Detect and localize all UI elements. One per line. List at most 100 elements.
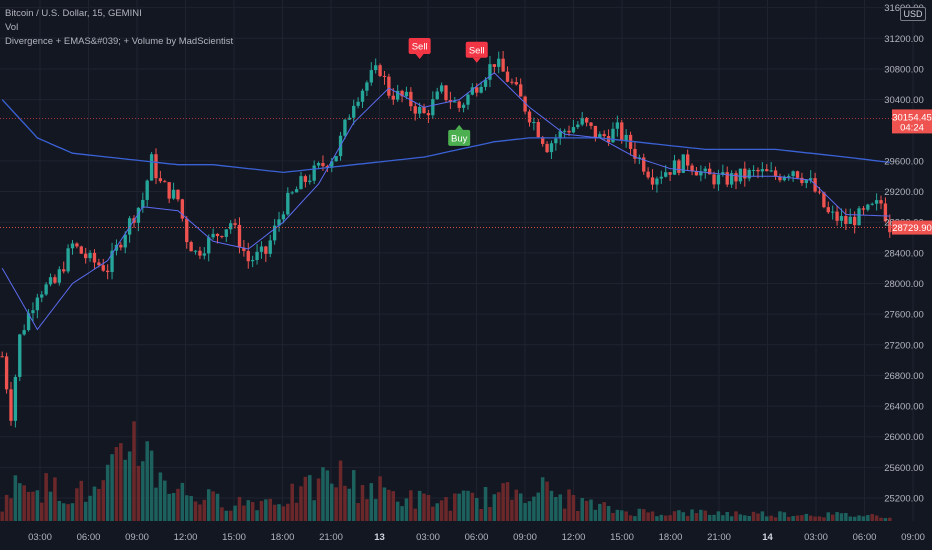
price-axis[interactable]: 31600.0031200.0030800.0030400.0029600.00… — [884, 3, 932, 505]
volume-indicator-label[interactable]: Vol — [5, 22, 19, 33]
volume-bar — [817, 516, 822, 521]
candle-body — [123, 234, 127, 248]
candle-body — [0, 356, 4, 358]
time-tick-label: 06:00 — [77, 532, 101, 543]
candle-body — [215, 233, 220, 237]
volume-bar — [527, 501, 532, 521]
candle-body — [439, 85, 444, 92]
signal-label: Sell — [412, 41, 428, 52]
candle-body — [782, 176, 787, 181]
signal-label: Sell — [469, 45, 485, 56]
candle-body — [567, 130, 571, 133]
volume-bar — [92, 486, 97, 521]
candle-body — [343, 119, 347, 136]
candle-body — [861, 208, 866, 210]
volume-bar — [277, 504, 281, 521]
countdown-label: 04:24 — [900, 122, 924, 133]
volume-bar — [378, 476, 382, 521]
volume-bar — [351, 470, 356, 521]
volume-bar — [57, 500, 62, 521]
volume-bar — [308, 475, 312, 521]
candle-body — [479, 86, 483, 93]
volume-bar — [778, 511, 782, 521]
candle-body — [580, 117, 584, 125]
candle-body — [773, 170, 778, 177]
candle-body — [650, 177, 655, 185]
volume-bar — [290, 483, 294, 521]
candle-body — [655, 178, 659, 185]
volume-bar — [70, 503, 75, 521]
volume-bar — [391, 491, 396, 521]
volume-bar — [176, 488, 180, 521]
reference-price-badge — [892, 109, 932, 134]
candle-body — [620, 122, 624, 141]
volume-bar — [26, 491, 31, 521]
candle-body — [404, 91, 409, 97]
candle-body — [611, 128, 615, 143]
volume-bar — [13, 475, 18, 521]
volume-bar — [663, 515, 668, 521]
candle-body — [584, 117, 589, 123]
volume-bar — [650, 511, 655, 521]
volume-bar — [475, 498, 479, 521]
volume-bar — [180, 482, 185, 521]
candle-body — [422, 106, 426, 114]
volume-bar — [444, 497, 448, 521]
volume-bar — [760, 511, 765, 521]
volume-bar — [549, 490, 554, 521]
volume-bar — [703, 510, 708, 521]
candle-body — [356, 101, 360, 106]
candle-body — [514, 82, 518, 85]
volume-bar — [97, 488, 101, 521]
symbol-title[interactable]: Bitcoin / U.S. Dollar, 15, GEMINI — [5, 8, 142, 19]
candle-body — [738, 168, 743, 182]
volume-bar — [470, 492, 475, 521]
volume-bar — [422, 493, 426, 521]
currency-button[interactable]: USD — [900, 7, 926, 21]
price-tick-label: 27200.00 — [884, 340, 924, 351]
reference-price-label: 30154.45 — [892, 112, 932, 123]
candle-body — [400, 90, 404, 97]
volume-bar — [31, 491, 35, 521]
candle-body — [57, 269, 61, 283]
candle-body — [308, 180, 312, 182]
price-tick-label: 28400.00 — [884, 248, 924, 259]
volume-bar — [439, 500, 444, 521]
volume-bar — [101, 480, 106, 521]
volume-bar — [690, 509, 694, 521]
candle-body — [158, 178, 163, 182]
volume-bar — [105, 464, 110, 521]
volume-bar — [866, 515, 870, 521]
volume-bar — [729, 516, 734, 521]
candle-body — [220, 236, 224, 238]
price-tick-label: 25600.00 — [884, 463, 924, 474]
volume-bar — [184, 495, 189, 521]
volume-bar — [404, 498, 409, 521]
candle-body — [848, 216, 852, 224]
time-tick-label: 09:00 — [513, 532, 537, 543]
volume-bar — [518, 493, 523, 521]
candle-body — [831, 211, 835, 213]
candle-body — [365, 82, 369, 91]
last-price-label: 28729.90 — [892, 223, 932, 234]
candle-body — [417, 106, 422, 114]
candle-body — [690, 165, 694, 172]
candle-body — [488, 64, 492, 80]
volume-bar — [119, 443, 123, 521]
time-axis[interactable]: 03:00 06:00 09:00 12:00 15:00 18:00 21:00 13 03:… — [28, 532, 925, 543]
candle-body — [40, 294, 44, 298]
volume-bar — [272, 504, 277, 521]
volume-bar — [712, 514, 716, 521]
indicator-label[interactable]: Divergence + EMAS&#039; + Volume by MadS… — [5, 36, 234, 47]
candle-body — [874, 200, 879, 204]
volume-bar — [707, 514, 712, 521]
volume-bar — [580, 497, 584, 521]
volume-bar — [808, 515, 813, 521]
volume-bar — [0, 511, 4, 521]
volume-bar — [813, 516, 817, 521]
candle-body — [75, 243, 79, 247]
candle-body — [646, 171, 650, 178]
volume-bar — [206, 489, 211, 521]
candle-body — [677, 160, 681, 173]
